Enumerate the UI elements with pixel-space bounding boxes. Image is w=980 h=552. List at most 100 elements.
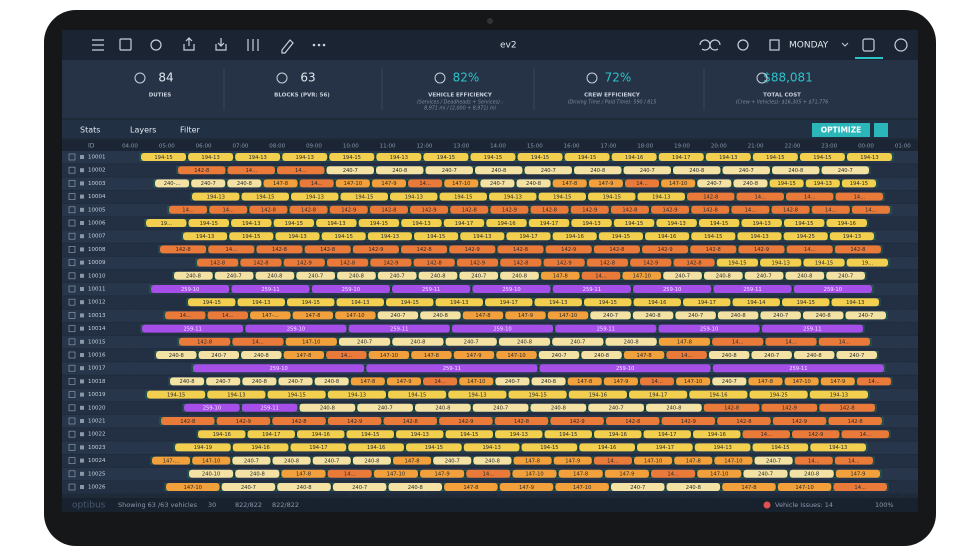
row-checkbox[interactable]	[68, 351, 76, 359]
user-icon[interactable]	[894, 38, 908, 52]
trip-block[interactable]	[388, 390, 447, 399]
trip-block[interactable]	[540, 271, 580, 280]
trip-block[interactable]	[495, 430, 543, 439]
trip-block[interactable]	[604, 469, 649, 478]
trip-block[interactable]	[358, 219, 400, 227]
trip-block[interactable]	[835, 469, 880, 478]
trip-block[interactable]	[714, 456, 753, 465]
trip-block[interactable]	[547, 311, 589, 320]
trip-block[interactable]	[329, 205, 368, 214]
trip-block[interactable]	[567, 377, 602, 386]
trip-block[interactable]	[581, 271, 621, 280]
trip-block[interactable]	[834, 245, 881, 254]
trip-block[interactable]	[463, 443, 520, 452]
trip-block[interactable]	[736, 192, 785, 201]
trip-block[interactable]	[160, 245, 207, 254]
trip-block[interactable]	[605, 417, 660, 425]
trip-block[interactable]	[687, 192, 735, 201]
trip-block[interactable]	[856, 377, 891, 386]
trip-block[interactable]	[299, 179, 334, 188]
trip-block[interactable]	[836, 351, 877, 359]
trip-block[interactable]	[588, 192, 636, 201]
trip-block[interactable]	[414, 232, 459, 241]
row-checkbox[interactable]	[68, 338, 76, 346]
trip-block[interactable]	[408, 179, 443, 188]
trip-block[interactable]	[826, 219, 867, 227]
trip-block[interactable]	[490, 205, 529, 214]
trip-block[interactable]	[376, 166, 424, 175]
trip-block[interactable]	[232, 443, 289, 452]
trip-block[interactable]	[722, 483, 776, 491]
trip-block[interactable]	[821, 166, 870, 175]
trip-block[interactable]	[336, 298, 385, 307]
trip-block[interactable]	[752, 153, 798, 161]
trip-block[interactable]	[383, 417, 438, 425]
trip-block[interactable]	[327, 390, 386, 399]
trip-block[interactable]	[851, 205, 890, 214]
trip-block[interactable]	[459, 377, 494, 386]
trip-block[interactable]	[496, 351, 537, 359]
trip-block[interactable]	[184, 403, 240, 412]
trip-block[interactable]	[841, 430, 890, 439]
trip-block[interactable]	[611, 153, 657, 161]
trip-block[interactable]	[451, 324, 554, 333]
trip-block[interactable]	[281, 469, 326, 478]
trip-block[interactable]	[539, 364, 711, 373]
trip-block[interactable]	[552, 179, 587, 188]
trip-block[interactable]	[590, 311, 631, 320]
trip-block[interactable]	[708, 351, 750, 359]
row-checkbox[interactable]	[68, 391, 76, 398]
trip-block[interactable]	[326, 258, 369, 267]
trip-block[interactable]	[845, 311, 886, 320]
trip-block[interactable]	[752, 443, 809, 452]
trip-block[interactable]	[534, 298, 583, 307]
trip-block[interactable]	[292, 311, 334, 320]
trip-block[interactable]	[751, 351, 792, 359]
trip-block[interactable]	[326, 166, 375, 175]
trip-block[interactable]	[459, 271, 499, 280]
trip-block[interactable]	[809, 390, 868, 399]
trip-block[interactable]	[232, 337, 284, 346]
trip-block[interactable]	[444, 483, 498, 491]
row-checkbox[interactable]	[68, 364, 76, 372]
trip-block[interactable]	[289, 205, 328, 214]
row-checkbox[interactable]	[68, 259, 76, 266]
trip-block[interactable]	[500, 258, 542, 267]
trip-block[interactable]	[321, 232, 366, 241]
trip-block[interactable]	[570, 205, 609, 214]
trip-block[interactable]	[460, 232, 505, 241]
trip-block[interactable]	[263, 179, 298, 188]
trip-block[interactable]	[642, 245, 689, 254]
trip-block[interactable]	[568, 390, 627, 399]
trip-block[interactable]	[705, 153, 751, 161]
trip-block[interactable]	[142, 324, 244, 333]
trip-block[interactable]	[327, 417, 382, 425]
trip-block[interactable]	[772, 166, 820, 175]
trip-block[interactable]	[420, 311, 461, 320]
trip-block[interactable]	[538, 192, 587, 201]
trip-block[interactable]	[297, 430, 345, 439]
trip-block[interactable]	[277, 166, 325, 175]
trip-block[interactable]	[411, 351, 452, 359]
trip-block[interactable]	[376, 153, 422, 161]
trip-block[interactable]	[235, 469, 280, 478]
trip-block[interactable]	[348, 324, 450, 333]
trip-block[interactable]	[538, 351, 580, 359]
trip-block[interactable]	[386, 377, 422, 386]
trip-block[interactable]	[639, 377, 675, 386]
trip-block[interactable]	[834, 456, 873, 465]
trip-block[interactable]	[453, 351, 495, 359]
trip-block[interactable]	[623, 166, 672, 175]
trip-block[interactable]	[423, 153, 469, 161]
row-checkbox[interactable]	[68, 444, 76, 451]
calendar-icon[interactable]	[769, 39, 780, 51]
row-checkbox[interactable]	[68, 483, 76, 491]
trip-block[interactable]	[793, 285, 872, 293]
trip-block[interactable]	[221, 483, 276, 491]
trip-block[interactable]	[250, 311, 291, 320]
trip-block[interactable]	[783, 232, 828, 241]
open-icon[interactable]	[119, 38, 132, 51]
undo-redo[interactable]	[699, 39, 721, 51]
trip-block[interactable]	[622, 271, 662, 280]
trip-block[interactable]	[188, 219, 230, 227]
